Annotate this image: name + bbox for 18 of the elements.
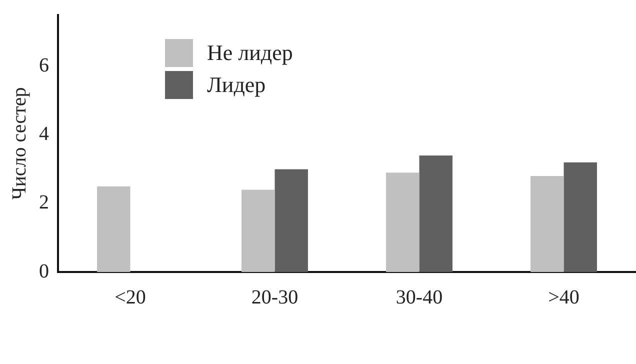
y-tick-label: 0 <box>39 260 49 282</box>
bar <box>97 186 130 272</box>
x-tick-label: 20-30 <box>251 286 298 308</box>
bar <box>386 172 420 272</box>
y-tick-label: 4 <box>39 123 49 146</box>
x-tick-label: >40 <box>548 286 580 308</box>
bar <box>419 155 452 272</box>
bar <box>274 169 308 272</box>
bar <box>242 190 275 272</box>
legend-label: Не лидер <box>207 40 293 66</box>
x-tick-label: <20 <box>114 286 146 308</box>
bar <box>564 162 597 272</box>
legend-label: Лидер <box>207 72 266 98</box>
y-tick-label: 2 <box>39 192 49 214</box>
y-tick-label: 6 <box>39 54 49 77</box>
bar <box>530 176 564 272</box>
y-axis-title: Число сестер <box>8 87 30 200</box>
x-tick-label: 30-40 <box>396 286 443 308</box>
